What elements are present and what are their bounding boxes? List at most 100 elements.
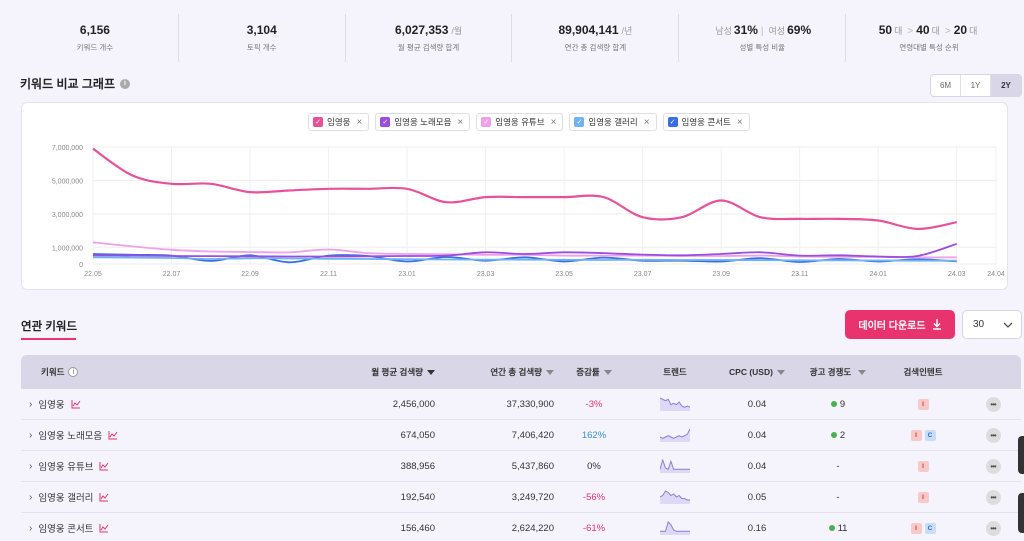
stat-gender-ratio: 남성 31% | 여성 69% 성별 특성 비율 — [679, 14, 847, 62]
stat-annual-total: 89,904,141/년 연간 총 검색량 합계 — [512, 14, 680, 62]
more-icon[interactable]: ••• — [985, 427, 1001, 443]
side-handle[interactable] — [1018, 493, 1024, 533]
header-label: 검색인텐트 — [903, 367, 943, 377]
age-rank-2: 40 — [916, 23, 930, 37]
table-row[interactable]: › 임영웅 유튜브 388,956 5,437,860 0% 0.04 - I •… — [21, 451, 1021, 482]
trend-chart-icon[interactable] — [108, 430, 118, 440]
sparkline-area — [660, 429, 690, 442]
stat-label: 토픽 개수 — [246, 43, 277, 52]
series-chip[interactable]: ✓ 임영웅 유튜브 × — [476, 113, 564, 131]
table-row[interactable]: › 임영웅 갤러리 192,540 3,249,720 -56% 0.05 - I… — [21, 482, 1021, 513]
series-line — [92, 147, 957, 231]
trend-chart-icon[interactable] — [71, 399, 81, 409]
header-monthly[interactable]: 월 평균 검색량 — [231, 366, 435, 378]
header-competition[interactable]: 광고 경쟁도 — [798, 366, 878, 378]
keyword-table: 키워드 i 월 평균 검색량 연간 총 검색량 증감률 트렌드 CPC (USD)… — [21, 355, 1021, 541]
chevron-right-icon[interactable]: › — [29, 460, 33, 472]
more-icon[interactable]: ••• — [985, 489, 1001, 505]
x-tick-label: 23.05 — [555, 271, 573, 278]
checkbox-checked-icon[interactable]: ✓ — [313, 117, 323, 127]
header-annual[interactable]: 연간 총 검색량 — [435, 366, 554, 378]
more-icon[interactable]: ••• — [985, 396, 1001, 412]
header-label: 증감률 — [576, 367, 600, 377]
range-6m-button[interactable]: 6M — [931, 75, 961, 96]
keyword-text[interactable]: 임영웅 — [38, 400, 65, 411]
chevron-right-icon[interactable]: › — [29, 429, 33, 441]
annual-value: 7,406,420 — [511, 429, 554, 441]
change-value: 0% — [587, 460, 601, 472]
table-header: 키워드 i 월 평균 검색량 연간 총 검색량 증감률 트렌드 CPC (USD)… — [21, 355, 1021, 389]
series-chip[interactable]: ✓ 임영웅 × — [308, 113, 370, 131]
info-icon[interactable]: i — [120, 78, 130, 89]
keyword-text[interactable]: 임영웅 콘서트 — [38, 524, 94, 535]
sparkline — [660, 521, 690, 535]
keyword-text[interactable]: 임영웅 갤러리 — [38, 493, 94, 504]
header-keyword[interactable]: 키워드 i — [21, 366, 231, 378]
table-row[interactable]: › 임영웅 노래모음 674,050 7,406,420 162% 0.04 2 … — [21, 420, 1021, 451]
range-1y-button[interactable]: 1Y — [961, 75, 991, 96]
trend-chart-icon[interactable] — [99, 523, 109, 533]
chevron-right-icon[interactable]: › — [29, 491, 33, 503]
close-icon[interactable]: × — [736, 116, 743, 128]
header-cpc[interactable]: CPC (USD) — [716, 367, 798, 377]
chip-label: 임영웅 노래모음 — [394, 117, 452, 127]
table-row[interactable]: › 임영웅 2,456,000 37,330,900 -3% 0.04 9 I •… — [21, 389, 1021, 420]
chevron-right-icon[interactable]: › — [29, 398, 33, 410]
x-tick-label: 23.11 — [791, 271, 808, 278]
age-suffix: 대 — [969, 26, 978, 36]
monthly-value: 156,460 — [400, 522, 435, 534]
more-icon[interactable]: ••• — [985, 458, 1001, 474]
info-icon[interactable]: i — [68, 367, 79, 377]
page-size-select[interactable]: 30 — [962, 310, 1022, 339]
sparkline-line — [660, 397, 690, 408]
chevron-right-icon: > — [907, 26, 914, 37]
table-row[interactable]: › 임영웅 콘서트 156,460 2,624,220 -61% 0.16 11 … — [21, 513, 1021, 541]
close-icon[interactable]: × — [356, 116, 363, 128]
series-chip[interactable]: ✓ 임영웅 갤러리 × — [569, 113, 657, 131]
more-icon[interactable]: ••• — [985, 520, 1001, 536]
cpc-value: 0.04 — [747, 398, 767, 410]
trend-chart-icon[interactable] — [99, 461, 109, 471]
checkbox-checked-icon[interactable]: ✓ — [667, 117, 678, 127]
stat-unit: /년 — [621, 26, 633, 36]
range-2y-button[interactable]: 2Y — [991, 75, 1021, 96]
sort-icon — [858, 369, 867, 375]
stat-topic-count: 3,104 토픽 개수 — [179, 14, 346, 62]
checkbox-checked-icon[interactable]: ✓ — [380, 117, 391, 127]
stat-label: 연간 총 검색량 합계 — [564, 43, 627, 52]
side-handle[interactable] — [1018, 436, 1024, 474]
close-icon[interactable]: × — [643, 116, 650, 128]
related-title: 연관 키워드 — [21, 321, 78, 333]
sort-icon — [776, 370, 785, 376]
male-label: 남성 — [715, 26, 732, 36]
intent-badge: I — [917, 491, 929, 503]
series-chip[interactable]: ✓ 임영웅 콘서트 × — [662, 113, 750, 131]
x-tick-label: 23.09 — [712, 271, 730, 278]
female-label: 여성 — [768, 26, 786, 36]
keyword-text[interactable]: 임영웅 유튜브 — [38, 462, 94, 473]
series-line — [92, 256, 957, 262]
page-size-value: 30 — [973, 319, 985, 330]
close-icon[interactable]: × — [550, 116, 557, 128]
competition-dot-icon — [828, 525, 835, 531]
cpc-value: 0.05 — [747, 491, 767, 503]
series-chip[interactable]: ✓ 임영웅 노래모음 × — [375, 113, 471, 131]
download-button[interactable]: 데이터 다운로드 — [845, 310, 955, 339]
checkbox-checked-icon[interactable]: ✓ — [481, 117, 492, 127]
stat-value: 3,104 — [246, 23, 277, 37]
chip-label: 임영웅 콘서트 — [681, 117, 731, 127]
stat-value: 89,904,141 — [558, 23, 619, 37]
header-change[interactable]: 증감률 — [554, 366, 634, 378]
cpc-value: 0.04 — [747, 429, 767, 441]
chevron-right-icon[interactable]: › — [29, 522, 33, 534]
competition-value: - — [836, 460, 840, 472]
x-tick-label: 23.01 — [398, 271, 416, 278]
header-label: 광고 경쟁도 — [809, 367, 852, 377]
sparkline-line — [660, 428, 690, 439]
close-icon[interactable]: × — [457, 116, 464, 128]
keyword-text[interactable]: 임영웅 노래모음 — [38, 431, 103, 442]
trend-chart-icon[interactable] — [99, 492, 109, 502]
checkbox-checked-icon[interactable]: ✓ — [574, 117, 585, 127]
intent-badge: I — [917, 460, 929, 472]
separator: | — [760, 26, 764, 37]
